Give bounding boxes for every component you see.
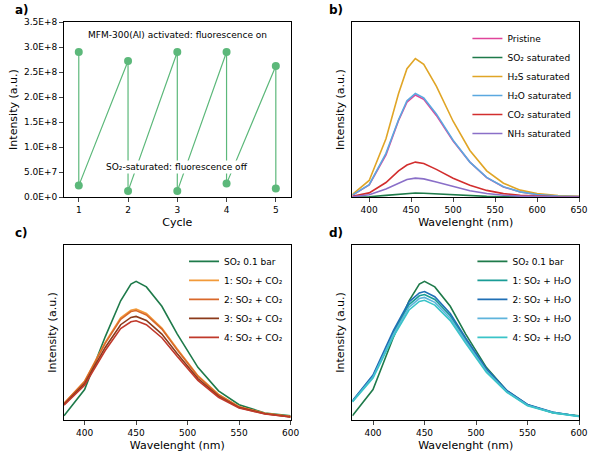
svg-text:Pristine: Pristine <box>507 34 541 44</box>
svg-text:SO₂-saturated: fluorescence of: SO₂-saturated: fluorescence off <box>106 162 248 172</box>
svg-text:1: 1 <box>76 205 82 215</box>
svg-text:1.5E+8: 1.5E+8 <box>24 117 58 127</box>
svg-text:600: 600 <box>570 428 587 438</box>
svg-text:450: 450 <box>128 428 145 438</box>
svg-text:SO₂ 0.1 bar: SO₂ 0.1 bar <box>512 257 564 267</box>
svg-text:4: SO₂ + H₂O: 4: SO₂ + H₂O <box>512 333 571 343</box>
svg-text:550: 550 <box>231 428 248 438</box>
svg-text:Intensity (a.u.): Intensity (a.u.) <box>334 69 347 150</box>
svg-text:Cycle: Cycle <box>162 216 192 229</box>
svg-text:Wavelenght (nm): Wavelenght (nm) <box>130 439 225 452</box>
svg-text:Intensity (a.u.): Intensity (a.u.) <box>334 292 347 373</box>
svg-text:550: 550 <box>486 205 503 215</box>
svg-text:3: 3 <box>174 205 180 215</box>
svg-text:500: 500 <box>445 205 462 215</box>
svg-text:3.5E+8: 3.5E+8 <box>24 17 58 27</box>
svg-text:a): a) <box>15 3 29 17</box>
svg-text:500: 500 <box>467 428 484 438</box>
svg-text:500: 500 <box>179 428 196 438</box>
svg-text:H₂O saturated: H₂O saturated <box>507 91 571 101</box>
svg-text:4: 4 <box>224 205 230 215</box>
svg-text:3: SO₂ + H₂O: 3: SO₂ + H₂O <box>512 314 571 324</box>
svg-text:600: 600 <box>282 428 299 438</box>
svg-text:SO₂ 0.1 bar: SO₂ 0.1 bar <box>224 257 276 267</box>
svg-text:3.0E+8: 3.0E+8 <box>24 42 58 52</box>
svg-text:450: 450 <box>403 205 420 215</box>
svg-text:Wavelenght (nm): Wavelenght (nm) <box>418 216 513 229</box>
svg-text:c): c) <box>15 226 28 240</box>
svg-text:H₂S saturated: H₂S saturated <box>507 72 569 82</box>
svg-text:550: 550 <box>519 428 536 438</box>
svg-text:1: SO₂ + H₂O: 1: SO₂ + H₂O <box>512 276 571 286</box>
svg-text:650: 650 <box>570 205 587 215</box>
svg-text:3: SO₂ + CO₂: 3: SO₂ + CO₂ <box>224 314 283 324</box>
svg-text:5.0E+7: 5.0E+7 <box>24 167 57 177</box>
svg-text:Intensity (a.u.): Intensity (a.u.) <box>46 292 59 373</box>
svg-text:NH₃ saturated: NH₃ saturated <box>507 129 570 139</box>
svg-text:1: SO₂ + CO₂: 1: SO₂ + CO₂ <box>224 276 283 286</box>
svg-text:b): b) <box>329 3 343 17</box>
svg-text:5: 5 <box>273 205 279 215</box>
svg-text:400: 400 <box>361 205 378 215</box>
svg-text:CO₂ saturated: CO₂ saturated <box>507 110 570 120</box>
svg-text:Wavelenght (nm): Wavelenght (nm) <box>418 439 513 452</box>
svg-text:2.0E+8: 2.0E+8 <box>24 92 58 102</box>
svg-text:d): d) <box>329 226 343 240</box>
svg-text:2.5E+8: 2.5E+8 <box>24 67 58 77</box>
svg-text:2: 2 <box>125 205 131 215</box>
svg-text:400: 400 <box>364 428 381 438</box>
svg-text:0.0E+0: 0.0E+0 <box>24 192 58 202</box>
svg-text:Intensity (a.u.): Intensity (a.u.) <box>7 69 20 150</box>
svg-text:SO₂ saturated: SO₂ saturated <box>507 53 570 63</box>
svg-text:450: 450 <box>416 428 433 438</box>
svg-text:1.0E+8: 1.0E+8 <box>24 142 58 152</box>
svg-text:2: SO₂ + H₂O: 2: SO₂ + H₂O <box>512 295 571 305</box>
svg-text:2: SO₂ + CO₂: 2: SO₂ + CO₂ <box>224 295 283 305</box>
svg-text:4: SO₂ + CO₂: 4: SO₂ + CO₂ <box>224 333 283 343</box>
svg-text:400: 400 <box>76 428 93 438</box>
svg-text:600: 600 <box>528 205 545 215</box>
svg-text:MFM-300(Al) activated: fluores: MFM-300(Al) activated: fluorescence on <box>88 30 267 40</box>
